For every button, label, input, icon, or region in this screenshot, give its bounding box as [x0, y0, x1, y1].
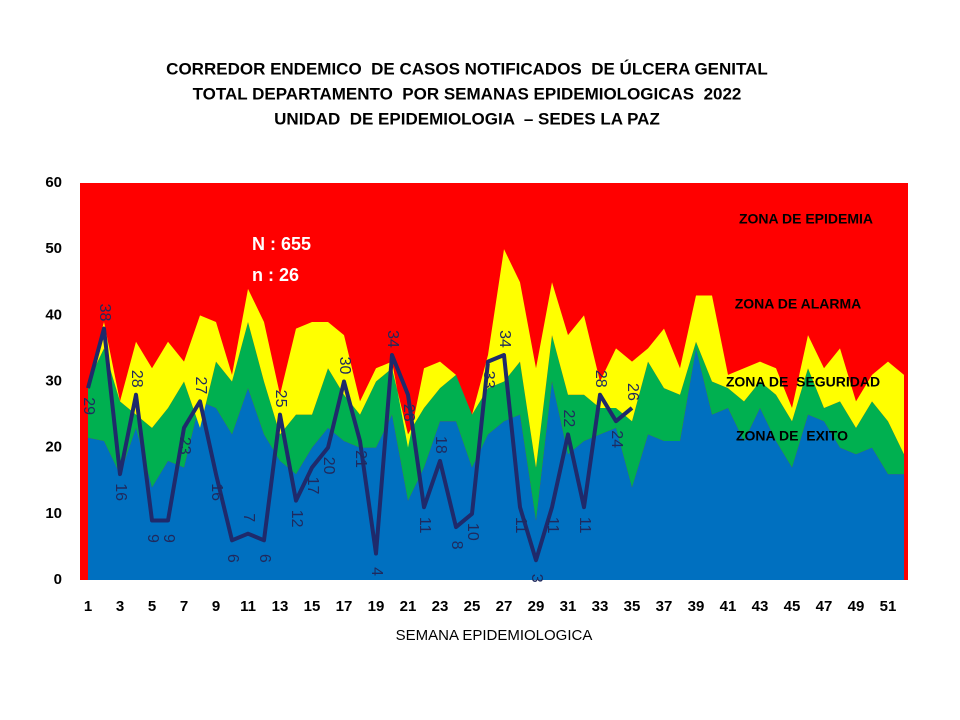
y-tick-label: 60 — [45, 174, 62, 191]
data-label: 9 — [144, 534, 161, 543]
data-label: 25 — [272, 390, 289, 408]
x-tick-label: 15 — [304, 598, 321, 615]
data-label: 28 — [400, 404, 417, 422]
y-tick-label: 20 — [45, 439, 62, 456]
x-tick-label: 41 — [720, 598, 737, 615]
zone-area — [88, 348, 904, 580]
data-label: 24 — [608, 430, 625, 448]
data-label: 11 — [576, 517, 593, 534]
data-label: 16 — [112, 483, 129, 501]
x-tick-label: 9 — [212, 598, 220, 615]
data-label: 22 — [560, 410, 577, 428]
x-tick-label: 21 — [400, 598, 417, 615]
zone-area — [88, 321, 904, 521]
data-label: 34 — [496, 330, 513, 348]
annotation: N : 655 — [252, 234, 311, 254]
data-label: 33 — [480, 371, 497, 389]
x-tick-label: 45 — [784, 598, 801, 615]
x-tick-label: 51 — [880, 598, 897, 615]
zone-label: ZONA DE EPIDEMIA — [739, 211, 873, 227]
x-tick-label: 43 — [752, 598, 769, 615]
data-label: 11 — [512, 517, 529, 534]
data-label: 38 — [96, 304, 113, 322]
x-tick-label: 23 — [432, 598, 449, 615]
data-label: 28 — [128, 370, 145, 388]
data-label: 8 — [448, 541, 465, 550]
annotation: n : 26 — [252, 265, 299, 285]
cases-line — [86, 326, 634, 563]
data-label: 9 — [160, 534, 177, 543]
x-tick-label: 47 — [816, 598, 833, 615]
y-tick-label: 50 — [45, 240, 62, 257]
data-label: 17 — [304, 477, 321, 495]
x-tick-label: 11 — [240, 598, 256, 615]
y-tick-label: 30 — [45, 372, 62, 389]
data-label: 7 — [240, 513, 257, 522]
data-label: 34 — [384, 330, 401, 348]
data-label: 27 — [192, 376, 209, 394]
x-tick-label: 25 — [464, 598, 481, 615]
data-label: 28 — [592, 370, 609, 388]
x-tick-label: 39 — [688, 598, 705, 615]
data-label: 10 — [464, 523, 481, 541]
x-tick-label: 49 — [848, 598, 865, 615]
x-tick-label: 37 — [656, 598, 673, 615]
x-tick-label: 5 — [148, 598, 156, 615]
data-label: 30 — [336, 357, 353, 375]
zone-label: ZONA DE EXITO — [736, 428, 848, 444]
x-tick-label: 35 — [624, 598, 641, 615]
zone-label: ZONA DE SEGURIDAD — [726, 374, 880, 390]
data-label: 11 — [544, 517, 561, 534]
data-label: 21 — [352, 450, 369, 468]
chart-title: TOTAL DEPARTAMENTO POR SEMANAS EPIDEMIOL… — [193, 84, 742, 103]
data-label: 23 — [176, 437, 193, 455]
data-label: 6 — [224, 554, 241, 563]
x-tick-label: 27 — [496, 598, 513, 615]
x-tick-label: 1 — [84, 598, 92, 615]
y-tick-label: 10 — [45, 505, 62, 522]
x-tick-label: 19 — [368, 598, 385, 615]
x-tick-label: 31 — [560, 598, 577, 615]
data-label: 12 — [288, 510, 305, 528]
x-tick-label: 17 — [336, 598, 353, 615]
zone-label: ZONA DE ALARMA — [735, 296, 862, 312]
y-tick-label: 0 — [54, 571, 62, 588]
chart-title: CORREDOR ENDEMICO DE CASOS NOTIFICADOS D… — [166, 59, 768, 78]
x-tick-label: 3 — [116, 598, 124, 615]
x-tick-label: 33 — [592, 598, 609, 615]
chart-title: UNIDAD DE EPIDEMIOLOGIA – SEDES LA PAZ — [274, 109, 660, 128]
x-tick-label: 29 — [528, 598, 545, 615]
x-tick-label: 13 — [272, 598, 289, 615]
data-label: 26 — [624, 383, 641, 401]
y-tick-label: 40 — [45, 306, 62, 323]
x-tick-label: 7 — [180, 598, 188, 615]
data-label: 20 — [320, 457, 337, 475]
data-label: 4 — [368, 567, 385, 576]
data-label: 6 — [256, 554, 273, 563]
data-label: 3 — [528, 574, 545, 583]
data-label: 16 — [208, 483, 225, 501]
data-label: 18 — [432, 436, 449, 454]
x-axis-label: SEMANA EPIDEMIOLOGICA — [396, 627, 593, 644]
data-label: 29 — [80, 397, 97, 415]
data-label: 11 — [416, 517, 433, 534]
